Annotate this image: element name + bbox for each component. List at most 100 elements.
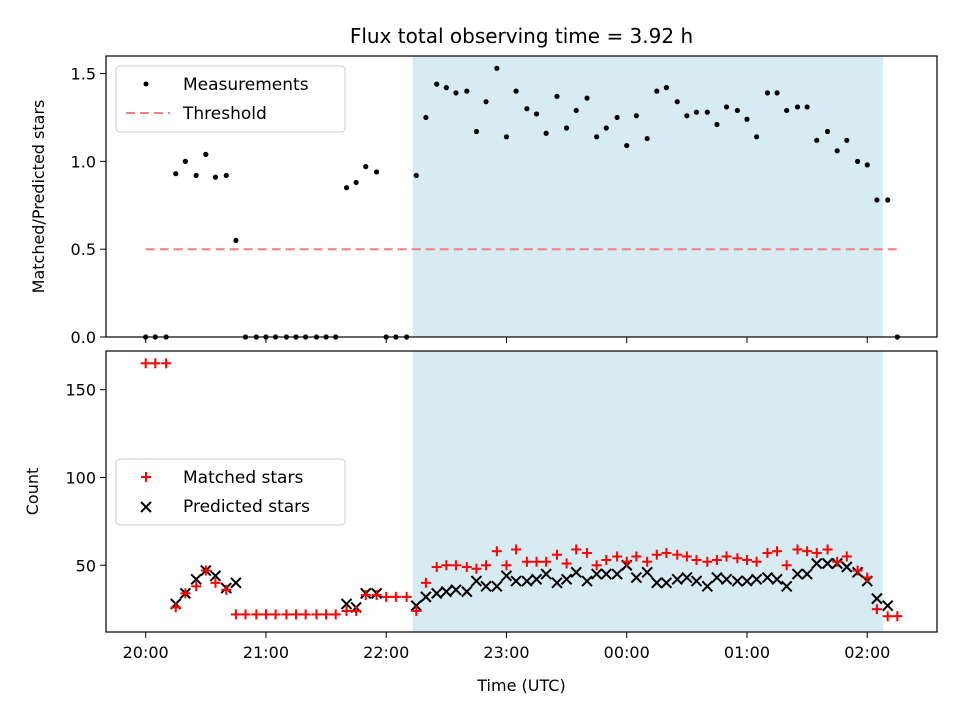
matched-star-point [822, 544, 833, 555]
legend-threshold-label: Threshold [182, 104, 267, 124]
matched-star-point [511, 544, 522, 555]
tick-label: 0.0 [71, 328, 96, 347]
top-highlight-span [412, 56, 883, 337]
tick-label: 1.0 [71, 152, 96, 171]
measurement-point [734, 107, 740, 114]
top-axes-frame [105, 55, 938, 338]
matched-star-point [311, 609, 322, 620]
matched-star-point [751, 556, 762, 567]
matched-star-point [321, 609, 332, 620]
bottom-x-tick: 00:00 [604, 632, 650, 662]
matched-star-point [300, 609, 311, 620]
measurement-point [633, 113, 639, 119]
matched-star-point [762, 547, 773, 558]
predicted-star-point [521, 575, 533, 587]
matched-star-point [541, 556, 552, 567]
predicted-star-point [651, 577, 663, 589]
matched-star-point [491, 546, 502, 557]
top-y-tick: 1.5 [71, 65, 106, 84]
matched-star-point [170, 602, 181, 613]
matched-star-point [631, 551, 642, 562]
legend-predicted-label: Predicted stars [183, 497, 310, 517]
predicted-star-point [190, 573, 202, 586]
matched-star-point [371, 590, 382, 601]
measurement-point [594, 134, 600, 140]
measurement-point [483, 99, 489, 105]
matched-star-point [330, 609, 341, 620]
measurement-point [714, 121, 720, 128]
matched-star-point [291, 609, 302, 620]
matched-star-point [732, 553, 743, 564]
measurement-point [182, 158, 188, 164]
measurement-point [343, 185, 350, 191]
matched-star-point [240, 609, 251, 620]
measurement-point [193, 172, 199, 179]
predicted-star-point [581, 575, 593, 587]
predicted-star-point [681, 571, 693, 584]
matched-star-point [420, 577, 431, 588]
predicted-star-point [801, 568, 813, 580]
predicted-star-point [690, 575, 703, 587]
tick-label: 01:00 [724, 643, 770, 662]
bottom-legend-box [115, 458, 346, 526]
bottom-y-ticks: 50 100 150 [65, 381, 106, 575]
measurement-point [654, 88, 660, 94]
top-y-axis-label: Matched/Predicted stars [29, 100, 48, 294]
measurement-point [563, 125, 570, 131]
matched-star-point [571, 544, 582, 555]
predicted-star-point [791, 568, 804, 580]
matched-star-point [882, 611, 893, 622]
measurement-point [764, 90, 771, 96]
bottom-x-tick: 20:00 [123, 632, 169, 662]
matched-star-point [411, 605, 422, 616]
bottom-y-tick: 150 [65, 381, 106, 400]
matched-star-point [200, 565, 211, 576]
measurement-point [453, 90, 459, 96]
matched-star-point [852, 565, 863, 576]
matched-star-point [661, 547, 672, 558]
legend-matched-label: Matched stars [183, 468, 303, 488]
legend-predicted-marker [140, 501, 152, 513]
matched-star-point [561, 558, 572, 569]
matched-star-point [741, 554, 752, 565]
top-panel: 0.0 0.5 1.0 1.5 Flux total observing time =… [29, 24, 938, 347]
matched-star-point [832, 556, 843, 567]
matched-star-point [161, 358, 172, 369]
matched-star-point [551, 549, 562, 560]
matched-star-point [772, 546, 783, 557]
predicted-star-point [671, 573, 683, 586]
predicted-star-point [761, 571, 774, 584]
top-legend: Measurements Threshold [115, 65, 346, 133]
matched-stars-points [140, 358, 903, 622]
matched-star-point [711, 554, 722, 565]
matched-star-point [521, 556, 532, 567]
measurement-point [353, 179, 359, 186]
matched-star-point [450, 560, 461, 571]
legend-matched-marker [141, 472, 151, 482]
tick-label: 20:00 [123, 643, 169, 662]
predicted-star-point [611, 568, 623, 580]
matched-star-point [390, 591, 401, 602]
predicted-star-point [841, 561, 853, 573]
predicted-star-point [440, 585, 453, 598]
measurement-point [844, 137, 850, 143]
predicted-star-point [600, 568, 612, 580]
measurement-point [855, 158, 861, 164]
measurement-point [513, 88, 519, 94]
tick-label: 02:00 [844, 643, 890, 662]
matched-star-point [401, 591, 412, 602]
predicted-star-point [570, 566, 582, 578]
predicted-star-point [500, 570, 513, 582]
predicted-star-point [811, 557, 823, 570]
top-y-tick: 0.0 [71, 328, 106, 347]
predicted-star-point [480, 580, 492, 593]
predicted-star-point [491, 580, 503, 593]
chart-title: Flux total observing time = 3.92 h [350, 24, 693, 48]
top-x-ticks [145, 337, 868, 343]
matched-star-point [601, 554, 612, 565]
bottom-y-tick: 50 [76, 556, 106, 575]
measurement-point [212, 174, 219, 180]
tick-label: 100 [65, 468, 96, 487]
measurement-point [173, 171, 179, 177]
tick-label: 0.5 [71, 240, 96, 259]
